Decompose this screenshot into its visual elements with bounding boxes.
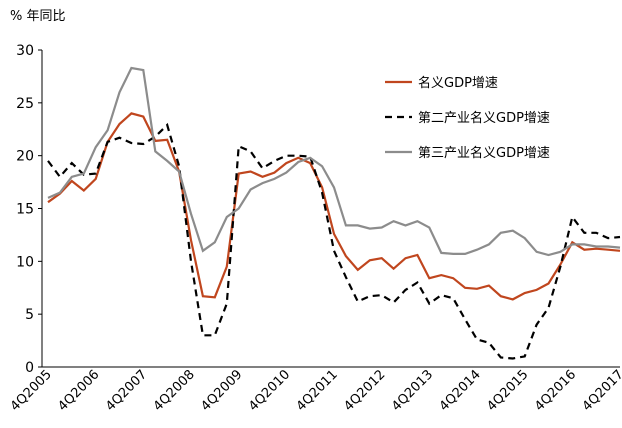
legend-label: 第三产业名义GDP增速 — [418, 145, 550, 161]
series-line — [47, 122, 621, 360]
series-line — [47, 112, 621, 301]
x-tick-label: 4Q2011 — [294, 367, 341, 414]
x-tick-label: 4Q2015 — [484, 367, 531, 414]
series-line — [47, 66, 621, 257]
y-tick-label: 5 — [25, 307, 34, 323]
x-tick-label: 4Q2010 — [246, 367, 293, 414]
x-tick-label: 4Q2008 — [151, 367, 198, 414]
y-tick-label: 25 — [16, 96, 34, 112]
x-tick-label: 4Q2016 — [532, 367, 579, 414]
x-tick-label: 4Q2012 — [341, 367, 388, 414]
legend-label: 第二产业名义GDP增速 — [418, 110, 550, 126]
x-tick-label: 4Q2006 — [55, 367, 102, 414]
x-tick-label: 4Q2007 — [103, 367, 150, 414]
x-tick-label: 4Q2009 — [198, 367, 245, 414]
chart-title: % 年同比 — [10, 9, 66, 24]
y-tick-label: 20 — [16, 149, 34, 165]
y-tick-label: 30 — [16, 43, 34, 59]
y-tick-label: 10 — [16, 254, 34, 270]
x-tick-label: 4Q2017 — [580, 367, 622, 414]
x-tick-label: 4Q2013 — [389, 367, 436, 414]
x-tick-label: 4Q2014 — [437, 367, 484, 414]
y-tick-label: 0 — [25, 360, 34, 376]
y-tick-label: 15 — [16, 202, 34, 218]
legend-label: 名义GDP增速 — [418, 75, 498, 91]
